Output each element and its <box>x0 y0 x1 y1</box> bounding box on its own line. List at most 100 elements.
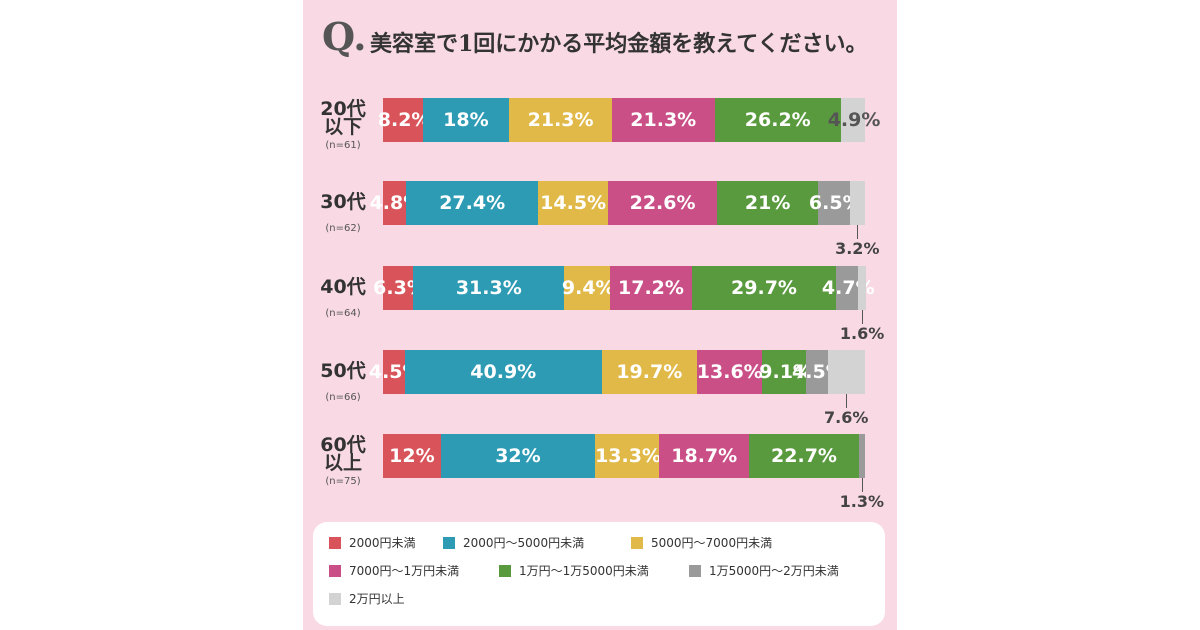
legend-label: 1万円〜1万5000円未満 <box>519 564 649 578</box>
bar-segment <box>383 98 423 142</box>
value-label: 4.9% <box>827 109 881 131</box>
value-label: 17.2% <box>618 277 684 299</box>
question-mark: Q. <box>322 14 367 59</box>
value-label: 18.7% <box>671 445 738 467</box>
bar-segment <box>509 98 612 142</box>
bar-segment <box>840 98 865 142</box>
value-label: 9.1% <box>759 361 812 383</box>
legend-label: 5000円〜7000円未満 <box>651 536 773 550</box>
value-label: 31.3% <box>455 277 522 299</box>
bar-segment <box>564 266 610 310</box>
bar-segment <box>413 266 565 310</box>
value-label: 8.2% <box>377 109 431 131</box>
bar-segment <box>601 350 697 394</box>
legend-label: 7000円〜1万円未満 <box>349 564 460 578</box>
legend-label: 2万円以上 <box>349 592 405 606</box>
bar-segment <box>611 98 715 142</box>
bar-segment <box>383 350 405 394</box>
value-label: 40.9% <box>470 361 537 383</box>
bar-segment <box>806 350 828 394</box>
legend-swatch <box>443 536 455 549</box>
legend-swatch <box>329 564 341 577</box>
value-label: 22.7% <box>771 445 837 467</box>
bar-segment <box>849 181 865 225</box>
legend-swatch <box>689 564 701 577</box>
value-label: 1.3% <box>839 492 885 511</box>
bar-segment <box>749 434 859 478</box>
bar-segment <box>422 98 510 142</box>
value-label: 21.3% <box>630 109 697 131</box>
bar-segment <box>696 350 763 394</box>
bar-segment <box>858 266 866 310</box>
value-label: 14.5% <box>540 192 607 214</box>
bar-segment <box>538 181 609 225</box>
value-label: 27.4% <box>439 192 506 214</box>
bar-segment <box>818 181 850 225</box>
bar-segment <box>835 266 859 310</box>
sample-size: (n=75) <box>325 476 361 487</box>
legend-item: 2万円以上 <box>329 590 405 607</box>
legend-swatch <box>631 536 643 549</box>
bar-segment <box>762 350 807 394</box>
value-label: 22.6% <box>629 192 696 214</box>
value-label: 1.6% <box>839 324 885 343</box>
value-label: 29.7% <box>731 277 797 299</box>
legend-label: 1万5000円〜2万円未満 <box>709 564 839 578</box>
legend-item: 7000円〜1万円未満 <box>329 562 459 579</box>
category-label: 30代 <box>320 191 366 213</box>
legend-item: 2000円未満 <box>329 534 416 551</box>
bar-segment <box>383 434 441 478</box>
value-label: 12% <box>389 445 435 467</box>
bar-segment <box>406 181 539 225</box>
sample-size: (n=64) <box>325 308 361 319</box>
value-label: 26.2% <box>744 109 811 131</box>
leader-line <box>857 225 859 239</box>
leader-line <box>861 478 863 492</box>
category-label: 20代 以下 <box>320 98 366 138</box>
legend-item: 2000円〜5000円未満 <box>443 534 584 551</box>
value-label: 13.3% <box>595 445 661 467</box>
category-label: 60代 以上 <box>320 434 366 474</box>
category-label: 50代 <box>320 360 366 382</box>
sample-size: (n=61) <box>325 140 361 151</box>
legend: 2000円未満 2000円〜5000円未満 5000円〜7000円未満 7000円〜1… <box>313 522 885 626</box>
value-label: 6.5% <box>808 192 862 214</box>
legend-item: 5000円〜7000円未満 <box>631 534 772 551</box>
bar-segment <box>404 350 602 394</box>
bar-segment <box>717 181 819 225</box>
value-label: 21% <box>744 192 791 214</box>
value-label: 19.7% <box>616 361 683 383</box>
legend-swatch <box>499 564 511 577</box>
leader-line <box>862 310 864 324</box>
bar-segment <box>659 434 750 478</box>
bar-segment <box>383 181 407 225</box>
legend-item: 1万5000円〜2万円未満 <box>689 562 839 579</box>
legend-item: 1万円〜1万5000円未満 <box>499 562 649 579</box>
value-label: 7.6% <box>824 408 869 427</box>
category-label: 40代 <box>320 276 366 298</box>
bar-segment <box>595 434 660 478</box>
leader-line <box>846 394 848 408</box>
value-label: 3.2% <box>835 239 880 258</box>
value-label: 13.6% <box>696 361 763 383</box>
chart-title: 美容室で1回にかかる平均金額を教えてください。 <box>370 31 868 57</box>
value-label: 6.3% <box>373 277 426 299</box>
bar-segment <box>858 434 865 478</box>
value-label: 9.4% <box>561 277 615 299</box>
bar-segment <box>714 98 841 142</box>
bar-segment <box>609 266 693 310</box>
legend-label: 2000円〜5000円未満 <box>463 536 585 550</box>
bar-segment <box>383 266 414 310</box>
legend-swatch <box>329 592 341 605</box>
sample-size: (n=62) <box>325 223 361 234</box>
legend-label: 2000円未満 <box>349 536 416 550</box>
value-label: 21.3% <box>527 109 594 131</box>
sample-size: (n=66) <box>325 392 361 403</box>
value-label: 18% <box>443 109 489 131</box>
bar-segment <box>692 266 836 310</box>
value-label: 32% <box>495 445 541 467</box>
bar-segment <box>827 350 865 394</box>
bar-segment <box>608 181 718 225</box>
bar-segment <box>440 434 596 478</box>
